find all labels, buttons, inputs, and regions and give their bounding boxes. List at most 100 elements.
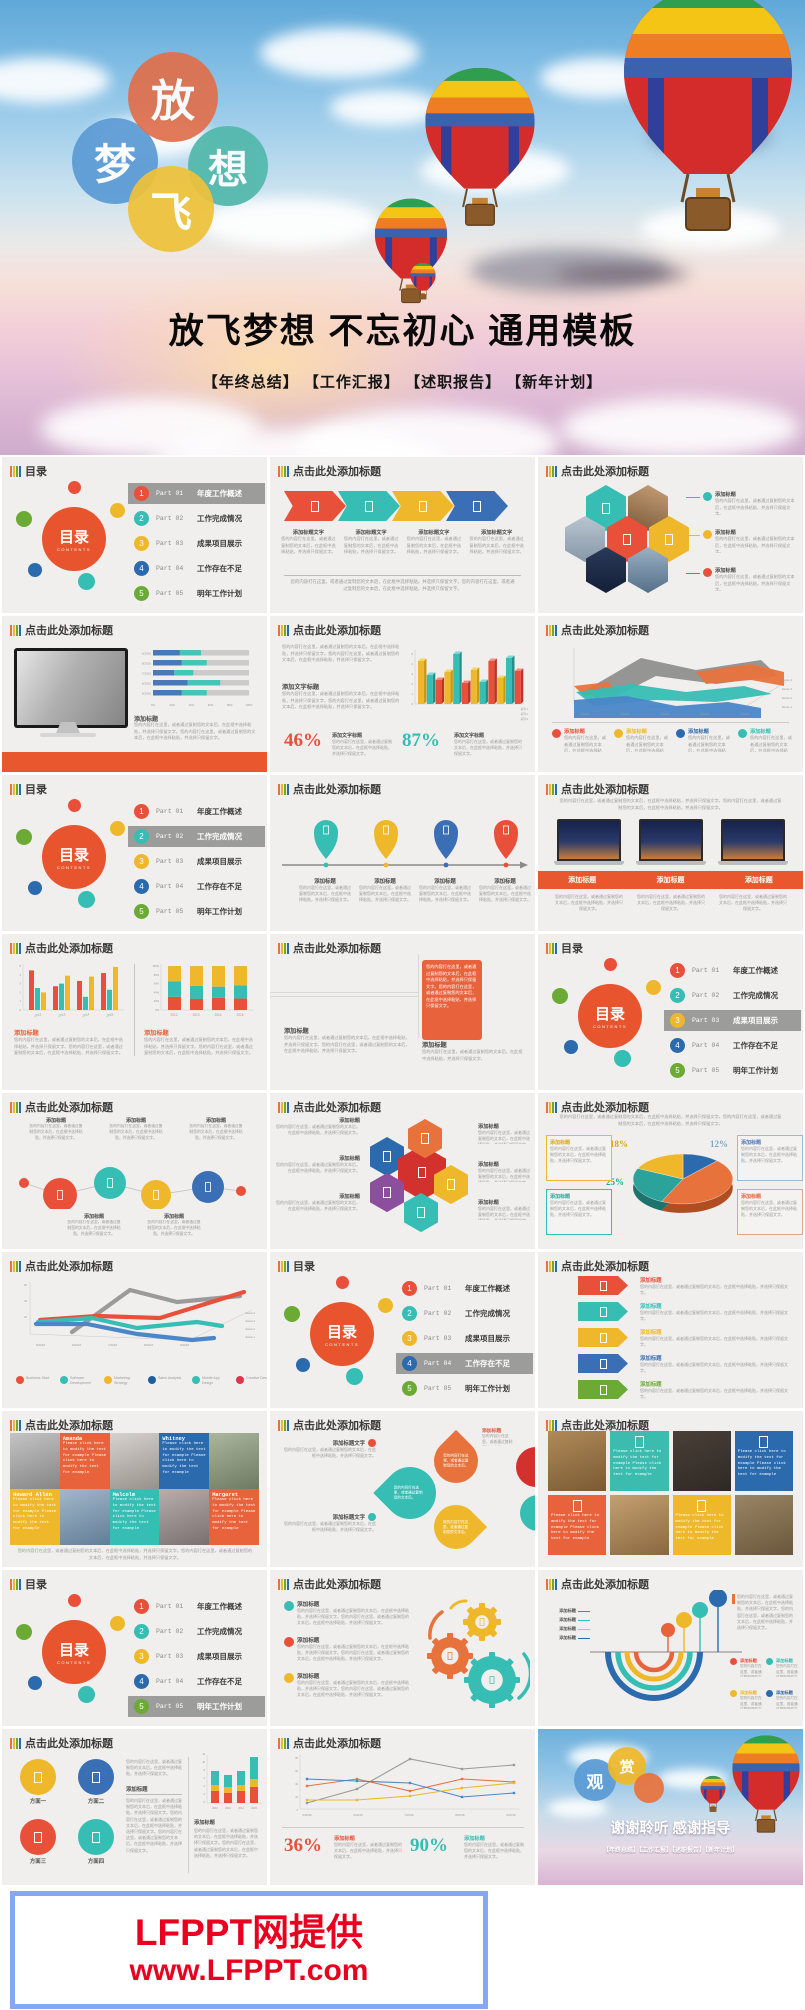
- flag-label: 添加标题: [640, 1382, 662, 1388]
- callout: 添加标题文字 您的内容打在这里，或者通过复制您的文本后，在此框中选择粘贴，并选择只…: [284, 1439, 376, 1459]
- toc-item-1[interactable]: 1 Part 01 年度工作概述: [128, 801, 265, 822]
- slide-thumbnail-21[interactable]: 点击此处添加标题 Please click here to modify the …: [538, 1411, 803, 1567]
- slide-title: 点击此处添加标题: [10, 940, 113, 956]
- slide-thumbnail-6[interactable]: 点击此处添加标题 5/2016 6/2016 7/2016 8/2016 9/2016 Se…: [538, 616, 803, 772]
- toc-item-2[interactable]: 2 Part 02 工作完成情况: [664, 985, 801, 1006]
- slide-thumbnail-13[interactable]: 点击此处添加标题 添加标题 您的内容打在这里，或者通过复制您的文本后，在此框中选择粘…: [2, 1093, 267, 1249]
- toc-item-5[interactable]: 5 Part 05 明年工作计划: [128, 583, 265, 604]
- toc-item-2[interactable]: 2 Part 02 工作完成情况: [128, 508, 265, 529]
- slide-thumbnail-10[interactable]: 点击此处添加标题 0 1 2 3 4 5 2012 2013 2014 2015 0% 20% 40% 60…: [2, 934, 267, 1090]
- partial-circle: [520, 1495, 535, 1531]
- step-description: 添加标题文字 您的内容打在这里，或者通过复制您的文本后，在此框中选择粘贴，并选择只…: [281, 530, 336, 554]
- toc-item-4[interactable]: 4 Part 04 工作存在不足: [664, 1035, 801, 1056]
- toc-number-badge: 4: [134, 561, 149, 576]
- placeholder-paragraph: 您的内容打在这里，或者通过复制您的文本后，在此框中选择粘贴，并选择只保留文字。: [640, 1388, 788, 1400]
- timeline-item-text: 添加标题 您的内容打在这里，或者通过复制您的文本后，在此框中选择粘贴，并选择只保留…: [299, 879, 351, 903]
- toc-item-3[interactable]: 3 Part 03 成果项目展示: [396, 1328, 533, 1349]
- hot-air-balloon-icon: [698, 1775, 728, 1815]
- slide-thumbnail-24[interactable]: 点击此处添加标题 添加标题 添加标题 添加标题 添加标题 您的内容打在这里，或者通过复制您…: [538, 1570, 803, 1726]
- toc-number-badge: 3: [134, 536, 149, 551]
- slide-title: 点击此处添加标题: [10, 1417, 113, 1433]
- title-stripes-icon: [278, 1101, 289, 1113]
- slide-thumbnail-9[interactable]: 点击此处添加标题 您的内容打在这里，或者通过复制您的文本后，在此框中选择粘贴，并选…: [538, 775, 803, 931]
- toc-part: Part 05: [424, 1385, 452, 1392]
- node-text: 添加标题 您的内容打在这里，或者通过复制您的文本后，在此框中选择粘贴，并选择只保留…: [109, 1118, 163, 1140]
- pie-percent: 45%: [714, 1179, 732, 1189]
- toc-item-5[interactable]: 5 Part 05 明年工作计划: [396, 1378, 533, 1399]
- placeholder-paragraph: 您的内容打在这里，或者通过复制您的文本后，在此框中选择粘贴，并选择只保留文字。您…: [282, 691, 400, 709]
- toc-label: 工作完成情况: [197, 514, 242, 523]
- slide-thumbnail-3[interactable]: 点击此处添加标题 添加标题 您的内容打在这里，或者通过复制您的文本后，在此框中选择粘…: [538, 457, 803, 613]
- toc-item-4[interactable]: 4 Part 04 工作存在不足: [128, 1671, 265, 1692]
- slide-thumbnail-18[interactable]: 点击此处添加标题 添加标题 您的内容打在这里，或者通过复制您的文本后，在此框中选择粘…: [538, 1252, 803, 1408]
- color-card: Please click here to modify the text for…: [610, 1431, 669, 1491]
- svg-text:2: 2: [411, 682, 413, 686]
- toc-item-2[interactable]: 2 Part 02 工作完成情况: [396, 1303, 533, 1324]
- toc-item-1[interactable]: 1 Part 01 年度工作概述: [396, 1278, 533, 1299]
- gear-list-item: 添加标题 您的内容打在这里，或者通过复制您的文本后，在此框中选择粘贴，并选择只保留…: [284, 1600, 410, 1626]
- svg-text:60: 60: [24, 1283, 27, 1287]
- toc-item-5[interactable]: 5 Part 05 明年工作计划: [128, 901, 265, 922]
- toc-item-1[interactable]: 1 Part 01 年度工作概述: [128, 483, 265, 504]
- toc-number-badge: 3: [402, 1331, 417, 1346]
- slide-thumbnail-15[interactable]: 点击此处添加标题 您的内容打在这里，或者通过复制您的文本后，在此框中选择粘贴，并选…: [538, 1093, 803, 1249]
- svg-text:5: 5: [19, 964, 21, 968]
- title-stripes-icon: [278, 1578, 289, 1590]
- decor-dot: [28, 563, 42, 577]
- svg-text:6/2016: 6/2016: [72, 1343, 82, 1347]
- slide-thumbnail-23[interactable]: 点击此处添加标题 添加标题 您的内容打在这里，或者通过复制您的文本后，在此框中选择粘…: [270, 1570, 535, 1726]
- toc-item-4[interactable]: 4 Part 04 工作存在不足: [128, 558, 265, 579]
- decor-dot: [78, 891, 95, 908]
- slide-thumbnail-17[interactable]: 目录 目录 CONTENTS 1 Part 01 年度工作概述 2 Part 02 工作完成情况…: [270, 1252, 535, 1408]
- placeholder-paragraph: 您的内容打在这里，或者通过复制您的文本后，在此框中选择粘贴，并选择只保留文字。: [555, 894, 623, 912]
- toc-circle-cluster: 目录 CONTENTS: [16, 1594, 131, 1719]
- slide-thumbnail-20[interactable]: 点击此处添加标题 添加标题文字 您的内容打在这里，或者通过复制您的文本后，在此框中选…: [270, 1411, 535, 1567]
- toc-item-1[interactable]: 1 Part 01 年度工作概述: [128, 1596, 265, 1617]
- slide-thumbnail-7[interactable]: 目录 目录 CONTENTS 1 Part 01 年度工作概述 2 Part 02 工作完成情况…: [2, 775, 267, 931]
- brand-name[interactable]: LFPPT网提供: [134, 1911, 364, 1953]
- toc-item-3[interactable]: 3 Part 03 成果项目展示: [128, 533, 265, 554]
- slide-thumbnail-1[interactable]: 目录 目录 CONTENTS 1 Part 01 年度工作概述 2 Part 02 工作完成情况…: [2, 457, 267, 613]
- toc-item-5[interactable]: 5 Part 05 明年工作计划: [128, 1696, 265, 1717]
- slide-thumbnail-26[interactable]: 点击此处添加标题 0 20 40 60 80 5/2016 6/2016 7/2016 8/201…: [270, 1729, 535, 1885]
- slide-thumbnail-5[interactable]: 点击此处添加标题 您的内容打在这里，或者通过复制您的文本后，在此框中选择粘贴，并选…: [270, 616, 535, 772]
- svg-text:Series 1: Series 1: [782, 705, 793, 709]
- brand-url[interactable]: www.LFPPT.com: [129, 1954, 369, 1988]
- toc-number-badge: 3: [134, 1649, 149, 1664]
- svg-text:0: 0: [411, 702, 413, 706]
- svg-text:20%: 20%: [169, 703, 175, 707]
- toc-item-5[interactable]: 5 Part 05 明年工作计划: [664, 1060, 801, 1081]
- toc-item-3[interactable]: 3 Part 03 成果项目展示: [128, 1646, 265, 1667]
- slide-thumbnail-14[interactable]: 点击此处添加标题 添加标题 您的内容打在这里，或者通过复制您的文本后，在此框中选择粘…: [270, 1093, 535, 1249]
- toc-part: Part 02: [424, 1310, 452, 1317]
- slide-thumbnail-16[interactable]: 点击此处添加标题 20 40 60 5/2016 6/2016 7/2016 8/2016 9/…: [2, 1252, 267, 1408]
- aspect-circle: [20, 1759, 56, 1795]
- toc-item-2[interactable]: 2 Part 02 工作完成情况: [128, 826, 265, 847]
- svg-text:3: 3: [19, 982, 21, 986]
- toc-item-3[interactable]: 3 Part 03 成果项目展示: [664, 1010, 801, 1031]
- slide-thumbnail-27[interactable]: 观赏谢谢聆听 感谢指导 【年终总结】【工作汇报】【述职报告】【新年计划】: [538, 1729, 803, 1885]
- slide-thumbnail-2[interactable]: 点击此处添加标题 添加标题文字 您的内容打在这里，或者通过复制您的文本后，在此框中选…: [270, 457, 535, 613]
- slide-thumbnail-8[interactable]: 点击此处添加标题 添加标题 您的内容打在这里，或者通过复制您的文本后，在此框中选择粘…: [270, 775, 535, 931]
- brand-box[interactable]: LFPPT网提供 www.LFPPT.com: [10, 1891, 488, 2009]
- slide-thumbnail-22[interactable]: 目录 目录 CONTENTS 1 Part 01 年度工作概述 2 Part 02 工作完成情况…: [2, 1570, 267, 1726]
- bullet-dot-icon: [614, 729, 623, 738]
- toc-item-3[interactable]: 3 Part 03 成果项目展示: [128, 851, 265, 872]
- toc-item-4[interactable]: 4 Part 04 工作存在不足: [396, 1353, 533, 1374]
- decor-dot: [284, 1306, 300, 1322]
- slide-thumbnail-4[interactable]: 点击此处添加标题 9/2016 8/2016 7/2016 6/2016 5/2016 0%…: [2, 616, 267, 772]
- slide-thumbnail-12[interactable]: 目录 目录 CONTENTS 1 Part 01 年度工作概述 2 Part 02 工作完成情况…: [538, 934, 803, 1090]
- slide-thumbnail-25[interactable]: 点击此处添加标题 方面一 方面二 方面三 方面四 您的内容打在这里，或者通过复制您的文本后…: [2, 1729, 267, 1885]
- legend-dot-icon: [148, 1376, 156, 1384]
- slide-thumbnail-19[interactable]: 点击此处添加标题 Amanda Please click here to modif…: [2, 1411, 267, 1567]
- legend-item: Mobile App Design: [192, 1376, 228, 1385]
- toc-part: Part 02: [156, 515, 184, 522]
- toc-item-1[interactable]: 1 Part 01 年度工作概述: [664, 960, 801, 981]
- slide-thumbnail-11[interactable]: 点击此处添加标题 您的内容打在这里，或者通过复制您的文本后，在此框中选择粘贴，并选…: [270, 934, 535, 1090]
- toc-item-4[interactable]: 4 Part 04 工作存在不足: [128, 876, 265, 897]
- toc-number-badge: 5: [134, 904, 149, 919]
- toc-label: 年度工作概述: [197, 807, 242, 816]
- toc-item-2[interactable]: 2 Part 02 工作完成情况: [128, 1621, 265, 1642]
- member-photo: [209, 1433, 259, 1489]
